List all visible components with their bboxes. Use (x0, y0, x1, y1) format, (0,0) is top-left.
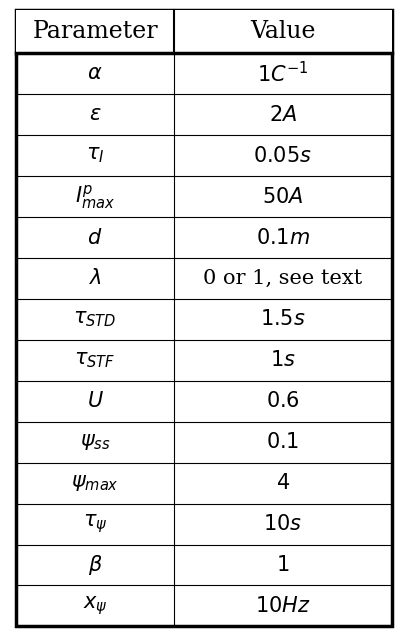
Text: $\psi_{max}$: $\psi_{max}$ (71, 473, 119, 493)
Text: $\epsilon$: $\epsilon$ (89, 105, 102, 124)
Text: $0.6$: $0.6$ (266, 391, 300, 411)
Text: $\lambda$: $\lambda$ (89, 268, 102, 288)
Text: $\tau_{STD}$: $\tau_{STD}$ (73, 309, 117, 329)
Text: $2A$: $2A$ (269, 105, 297, 125)
Text: $50A$: $50A$ (262, 186, 304, 207)
Text: $\tau_{\psi}$: $\tau_{\psi}$ (83, 513, 107, 536)
Text: $I_{max}^p$: $I_{max}^p$ (75, 183, 115, 210)
Text: $x_{\psi}$: $x_{\psi}$ (83, 595, 108, 618)
Text: $\psi_{ss}$: $\psi_{ss}$ (80, 432, 111, 452)
Text: $0.1m$: $0.1m$ (256, 228, 310, 247)
Text: $10Hz$: $10Hz$ (255, 596, 310, 616)
Text: $d$: $d$ (87, 228, 103, 247)
Text: Value: Value (250, 20, 315, 43)
Text: Parameter: Parameter (32, 20, 158, 43)
Text: $10s$: $10s$ (263, 514, 302, 534)
Text: $4$: $4$ (276, 473, 290, 493)
Text: $\tau_I$: $\tau_I$ (86, 146, 104, 165)
Text: $1s$: $1s$ (270, 351, 296, 370)
Text: $0.05s$: $0.05s$ (253, 146, 312, 165)
Text: $1C^{-1}$: $1C^{-1}$ (257, 61, 308, 86)
Text: $1$: $1$ (276, 555, 290, 575)
Text: 0 or 1, see text: 0 or 1, see text (203, 269, 362, 288)
Text: $\alpha$: $\alpha$ (87, 64, 103, 83)
Text: $\beta$: $\beta$ (88, 553, 102, 577)
Text: $1.5s$: $1.5s$ (260, 309, 306, 330)
Bar (16, 10, 392, 53)
Text: $0.1$: $0.1$ (266, 432, 299, 452)
Text: $\tau_{STF}$: $\tau_{STF}$ (75, 351, 116, 370)
Text: $U$: $U$ (87, 391, 104, 411)
